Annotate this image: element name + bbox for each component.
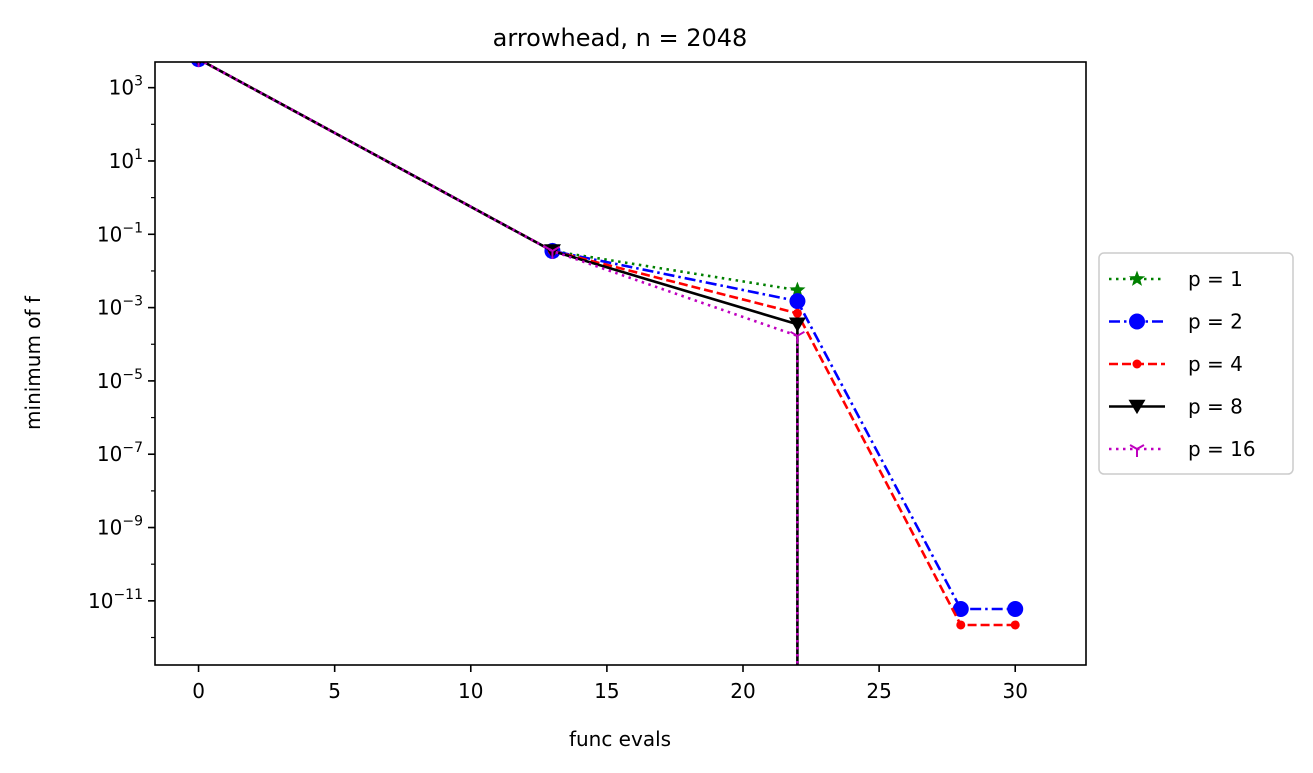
marker-point bbox=[792, 308, 802, 318]
x-axis-label: func evals bbox=[569, 727, 671, 751]
marker-point bbox=[1010, 620, 1020, 630]
legend-entry-1: p = 1 bbox=[1109, 267, 1243, 291]
marker-star bbox=[1128, 270, 1146, 286]
marker-triangle-down bbox=[788, 317, 806, 332]
legend-label: p = 16 bbox=[1188, 437, 1256, 461]
x-tick-label: 25 bbox=[866, 679, 891, 703]
series-4 bbox=[195, 62, 806, 665]
legend-label: p = 2 bbox=[1188, 310, 1243, 334]
y-tick-label: 101 bbox=[109, 147, 143, 173]
y-tick-label: 10−3 bbox=[97, 294, 143, 320]
marker-point bbox=[1132, 359, 1142, 369]
series-line bbox=[201, 62, 1016, 627]
series-line bbox=[201, 62, 799, 665]
y-tick-label: 103 bbox=[109, 74, 143, 100]
legend-entry-5: p = 16 bbox=[1109, 437, 1256, 461]
legend-label: p = 4 bbox=[1188, 352, 1243, 376]
plot-area: 0 5 10 15 20 25 30 103 101 10−1 10−3 10−5 10−7 10−9 10… bbox=[88, 61, 1087, 703]
legend-entry-3: p = 4 bbox=[1109, 352, 1243, 376]
series-line bbox=[201, 62, 799, 665]
y-tick-label: 10−5 bbox=[97, 367, 143, 393]
series-5 bbox=[197, 62, 805, 665]
marker-circle bbox=[789, 293, 806, 310]
series-line bbox=[201, 62, 799, 665]
legend-entry-4: p = 8 bbox=[1109, 395, 1243, 419]
marker-tri-down bbox=[1129, 444, 1145, 457]
marker-circle bbox=[1007, 600, 1024, 617]
y-tick-label: 10−7 bbox=[97, 440, 143, 466]
x-tick-label: 10 bbox=[458, 679, 483, 703]
series-2 bbox=[191, 62, 1024, 617]
marker-circle bbox=[952, 600, 969, 617]
y-tick-label: 10−9 bbox=[97, 514, 143, 540]
chart-title: arrowhead, n = 2048 bbox=[493, 24, 748, 52]
legend-box bbox=[1098, 252, 1294, 475]
legend-label: p = 1 bbox=[1188, 267, 1243, 291]
x-tick-label: 15 bbox=[594, 679, 619, 703]
x-tick-label: 20 bbox=[730, 679, 755, 703]
x-tick-label: 5 bbox=[328, 679, 341, 703]
series-1 bbox=[193, 62, 806, 665]
legend: p = 1 p = 2 p = 4 p = 8 p = 16 bbox=[1098, 252, 1294, 475]
marker-tri-down bbox=[789, 330, 805, 344]
x-tick-label: 0 bbox=[192, 679, 205, 703]
marker-triangle-down bbox=[1128, 399, 1146, 415]
y-tick-label: 10−1 bbox=[97, 220, 143, 246]
axes-frame bbox=[154, 61, 1087, 666]
series-line bbox=[201, 62, 1016, 611]
y-tick-label: 10−11 bbox=[88, 587, 143, 613]
y-axis-label: minimum of f bbox=[21, 295, 45, 430]
series-3 bbox=[195, 62, 1020, 630]
marker-tri-down bbox=[544, 246, 560, 259]
x-tick-label: 30 bbox=[1002, 679, 1027, 703]
legend-entry-2: p = 2 bbox=[1109, 310, 1243, 334]
marker-tri-down bbox=[197, 62, 200, 68]
legend-label: p = 8 bbox=[1188, 395, 1243, 419]
marker-point bbox=[956, 620, 966, 630]
marker-circle bbox=[1129, 313, 1145, 330]
marker-star bbox=[789, 281, 806, 297]
